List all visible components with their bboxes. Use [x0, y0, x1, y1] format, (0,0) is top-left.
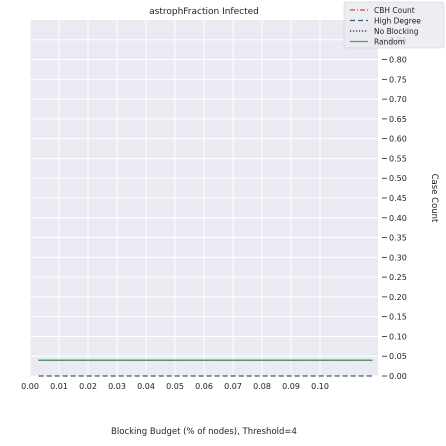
y-tick-label: 0.10 — [389, 332, 407, 341]
chart-title: astrophFraction Infected — [149, 7, 259, 17]
x-tick-label: 0.06 — [195, 382, 213, 391]
x-tick-label: 0.03 — [108, 382, 126, 391]
y-tick-label: 0.25 — [389, 273, 407, 282]
x-tick-labels: 0.00 0.01 0.02 0.03 0.04 0.05 0.06 0.07 0.08 0.09… — [21, 382, 329, 391]
y-tick-label: 0.70 — [389, 95, 407, 104]
x-tick-label: 0.00 — [21, 382, 39, 391]
y-tick-label: 0.45 — [389, 194, 407, 203]
y-axis-title: Case Count — [429, 174, 439, 223]
x-tick-label: 0.01 — [50, 382, 68, 391]
x-tick-label: 0.02 — [79, 382, 97, 391]
legend-label: No Blocking — [374, 27, 419, 36]
x-tick-label: 0.05 — [166, 382, 184, 391]
legend-label: High Degree — [374, 17, 421, 26]
x-tick-label: 0.09 — [282, 382, 300, 391]
x-tick-label: 0.04 — [137, 382, 155, 391]
y-tick-label: 0.55 — [389, 154, 407, 163]
grid — [29, 20, 378, 377]
y-tick-label: 0.30 — [389, 253, 407, 262]
legend-label: CBH Count — [374, 6, 415, 15]
x-tick-label: 0.10 — [311, 382, 329, 391]
y-tick-label: 0.05 — [389, 352, 407, 361]
y-tick-label: 0.40 — [389, 214, 407, 223]
y-tick-labels: 0.00 0.05 0.10 0.15 0.20 0.25 0.30 0.35 0.40 0.45… — [382, 36, 407, 381]
y-tick-label: 0.35 — [389, 234, 407, 243]
x-tick-label: 0.08 — [253, 382, 271, 391]
legend-box — [343, 1, 445, 49]
series-layer — [38, 359, 373, 377]
x-axis-title: Blocking Budget (% of nodes), Threshold=… — [111, 427, 297, 437]
y-tick-label: 0.50 — [389, 174, 407, 183]
legend-label: Random — [374, 38, 405, 47]
x-tick-label: 0.07 — [224, 382, 242, 391]
y-tick-label: 0.65 — [389, 115, 407, 124]
y-tick-label: 0.00 — [389, 372, 407, 381]
y-tick-label: 0.75 — [389, 75, 407, 84]
y-tick-label: 0.80 — [389, 56, 407, 65]
y-tick-label: 0.15 — [389, 313, 407, 322]
y-tick-label: 0.60 — [389, 135, 407, 144]
y-tick-label: 0.20 — [389, 293, 407, 302]
